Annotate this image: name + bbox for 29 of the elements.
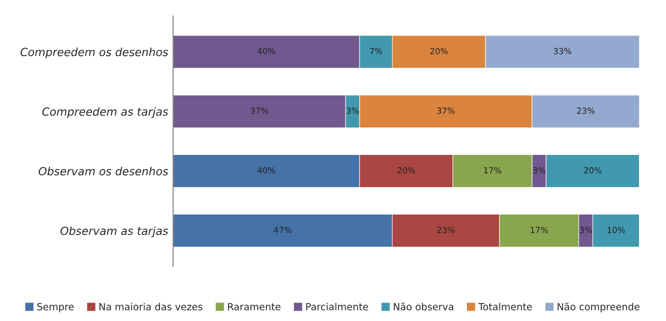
y-tick-label: Observam os desenhos [38, 166, 168, 176]
legend-label: Na maioria das vezes [99, 302, 202, 310]
data-label: 3% [346, 108, 359, 114]
y-tick-label: Compreedem os desenhos [20, 48, 168, 58]
legend-label: Sempre [37, 303, 74, 312]
data-label: 10% [608, 226, 625, 234]
legend-label: Não compreende [558, 302, 640, 312]
legend-label: Raramente [228, 303, 280, 310]
data-label: 17% [530, 226, 548, 234]
data-label: 3% [580, 226, 592, 234]
y-tick-label: Compreedem as tarjas [42, 107, 168, 118]
data-label: 47% [274, 226, 292, 234]
data-label: 3% [533, 167, 546, 174]
y-tick-label: Observam as tarjas [60, 226, 168, 238]
legend-label: Não observa [394, 302, 454, 310]
data-label: 23% [577, 108, 595, 114]
legend-label: Totalmente [478, 302, 532, 310]
data-label: 17% [484, 167, 502, 174]
data-label: 37% [437, 108, 455, 114]
data-label: 20% [398, 167, 416, 174]
data-label: 20% [584, 167, 602, 174]
data-label: 20% [430, 48, 448, 54]
data-label: 23% [437, 226, 455, 234]
legend-label: Parcialmente [306, 302, 368, 310]
data-label: 7% [370, 48, 382, 54]
data-label: 33% [554, 48, 572, 54]
data-label: 40% [258, 48, 276, 54]
data-label: 40% [258, 167, 276, 174]
data-label: 37% [250, 108, 268, 114]
